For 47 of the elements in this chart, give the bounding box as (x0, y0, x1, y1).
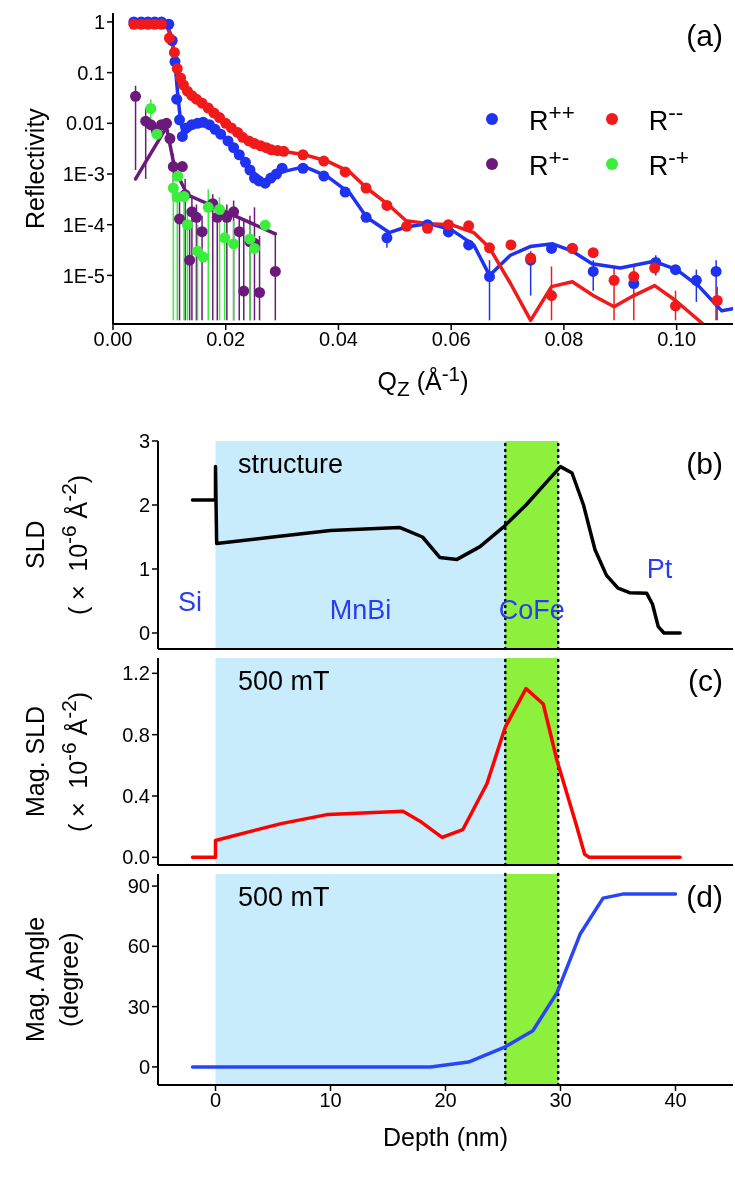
legend-label: R$^{+-}$ (529, 145, 570, 183)
x-tick-label: 0.08 (544, 328, 584, 351)
y-tick-label: 3 (138, 430, 150, 453)
x-tick-label: 0 (209, 1089, 222, 1112)
y-tick-label: 30 (127, 995, 150, 1018)
y-tick-label: 0.01 (66, 112, 105, 135)
y-tick-label: 1 (138, 558, 150, 581)
y-tick-label: 1E-3 (62, 163, 105, 186)
legend-label: R$^{-+}$ (648, 145, 689, 183)
x-tick-label: 0.06 (431, 328, 471, 351)
y-tick-label: 0.8 (122, 723, 150, 746)
x-tick-label: 20 (434, 1089, 457, 1112)
x-axis-title: Q$_{Z}$ (Å$^{-1}$) (376, 362, 470, 402)
annotation: 500 mT (238, 882, 330, 913)
annotation: structure (238, 449, 344, 480)
y-tick-label: 1E-5 (62, 264, 105, 287)
y-tick-label: 2 (138, 494, 150, 517)
x-axis-title: Depth (nm) (381, 1123, 509, 1152)
y-axis-title: Reflectivity (20, 107, 50, 231)
y-tick-label: 1E-4 (62, 213, 105, 236)
y-tick-label: 1.2 (122, 662, 150, 685)
legend-label: R$^{--}$ (648, 100, 684, 138)
y-tick-label: 1 (93, 11, 105, 34)
band-label: MnBi (329, 595, 392, 625)
annotation: (b) (686, 447, 723, 481)
y-axis-title: Mag. Angle (degree) (20, 915, 84, 1045)
y-tick-label: 60 (127, 935, 150, 958)
y-tick-label: 0.4 (122, 785, 150, 808)
x-tick-label: 0.00 (93, 328, 133, 351)
annotation: Si (178, 587, 203, 618)
annotation: (a) (686, 19, 723, 53)
y-tick-label: 0 (138, 1056, 150, 1079)
y-tick-label: 0 (138, 622, 150, 645)
x-tick-label: 0.02 (206, 328, 246, 351)
annotation: (d) (686, 880, 723, 914)
x-tick-label: 40 (664, 1089, 687, 1112)
annotation: (c) (688, 664, 723, 698)
y-tick-label: 90 (127, 875, 150, 898)
annotation: Pt (646, 554, 673, 585)
annotation: 500 mT (238, 666, 330, 697)
y-tick-label: 0.1 (77, 61, 105, 84)
x-tick-label: 10 (319, 1089, 342, 1112)
x-tick-label: 0.10 (657, 328, 697, 351)
y-tick-label: 0.0 (122, 846, 150, 869)
x-tick-label: 30 (549, 1089, 572, 1112)
legend-label: R$^{++}$ (529, 100, 575, 138)
x-tick-label: 0.04 (318, 328, 358, 351)
